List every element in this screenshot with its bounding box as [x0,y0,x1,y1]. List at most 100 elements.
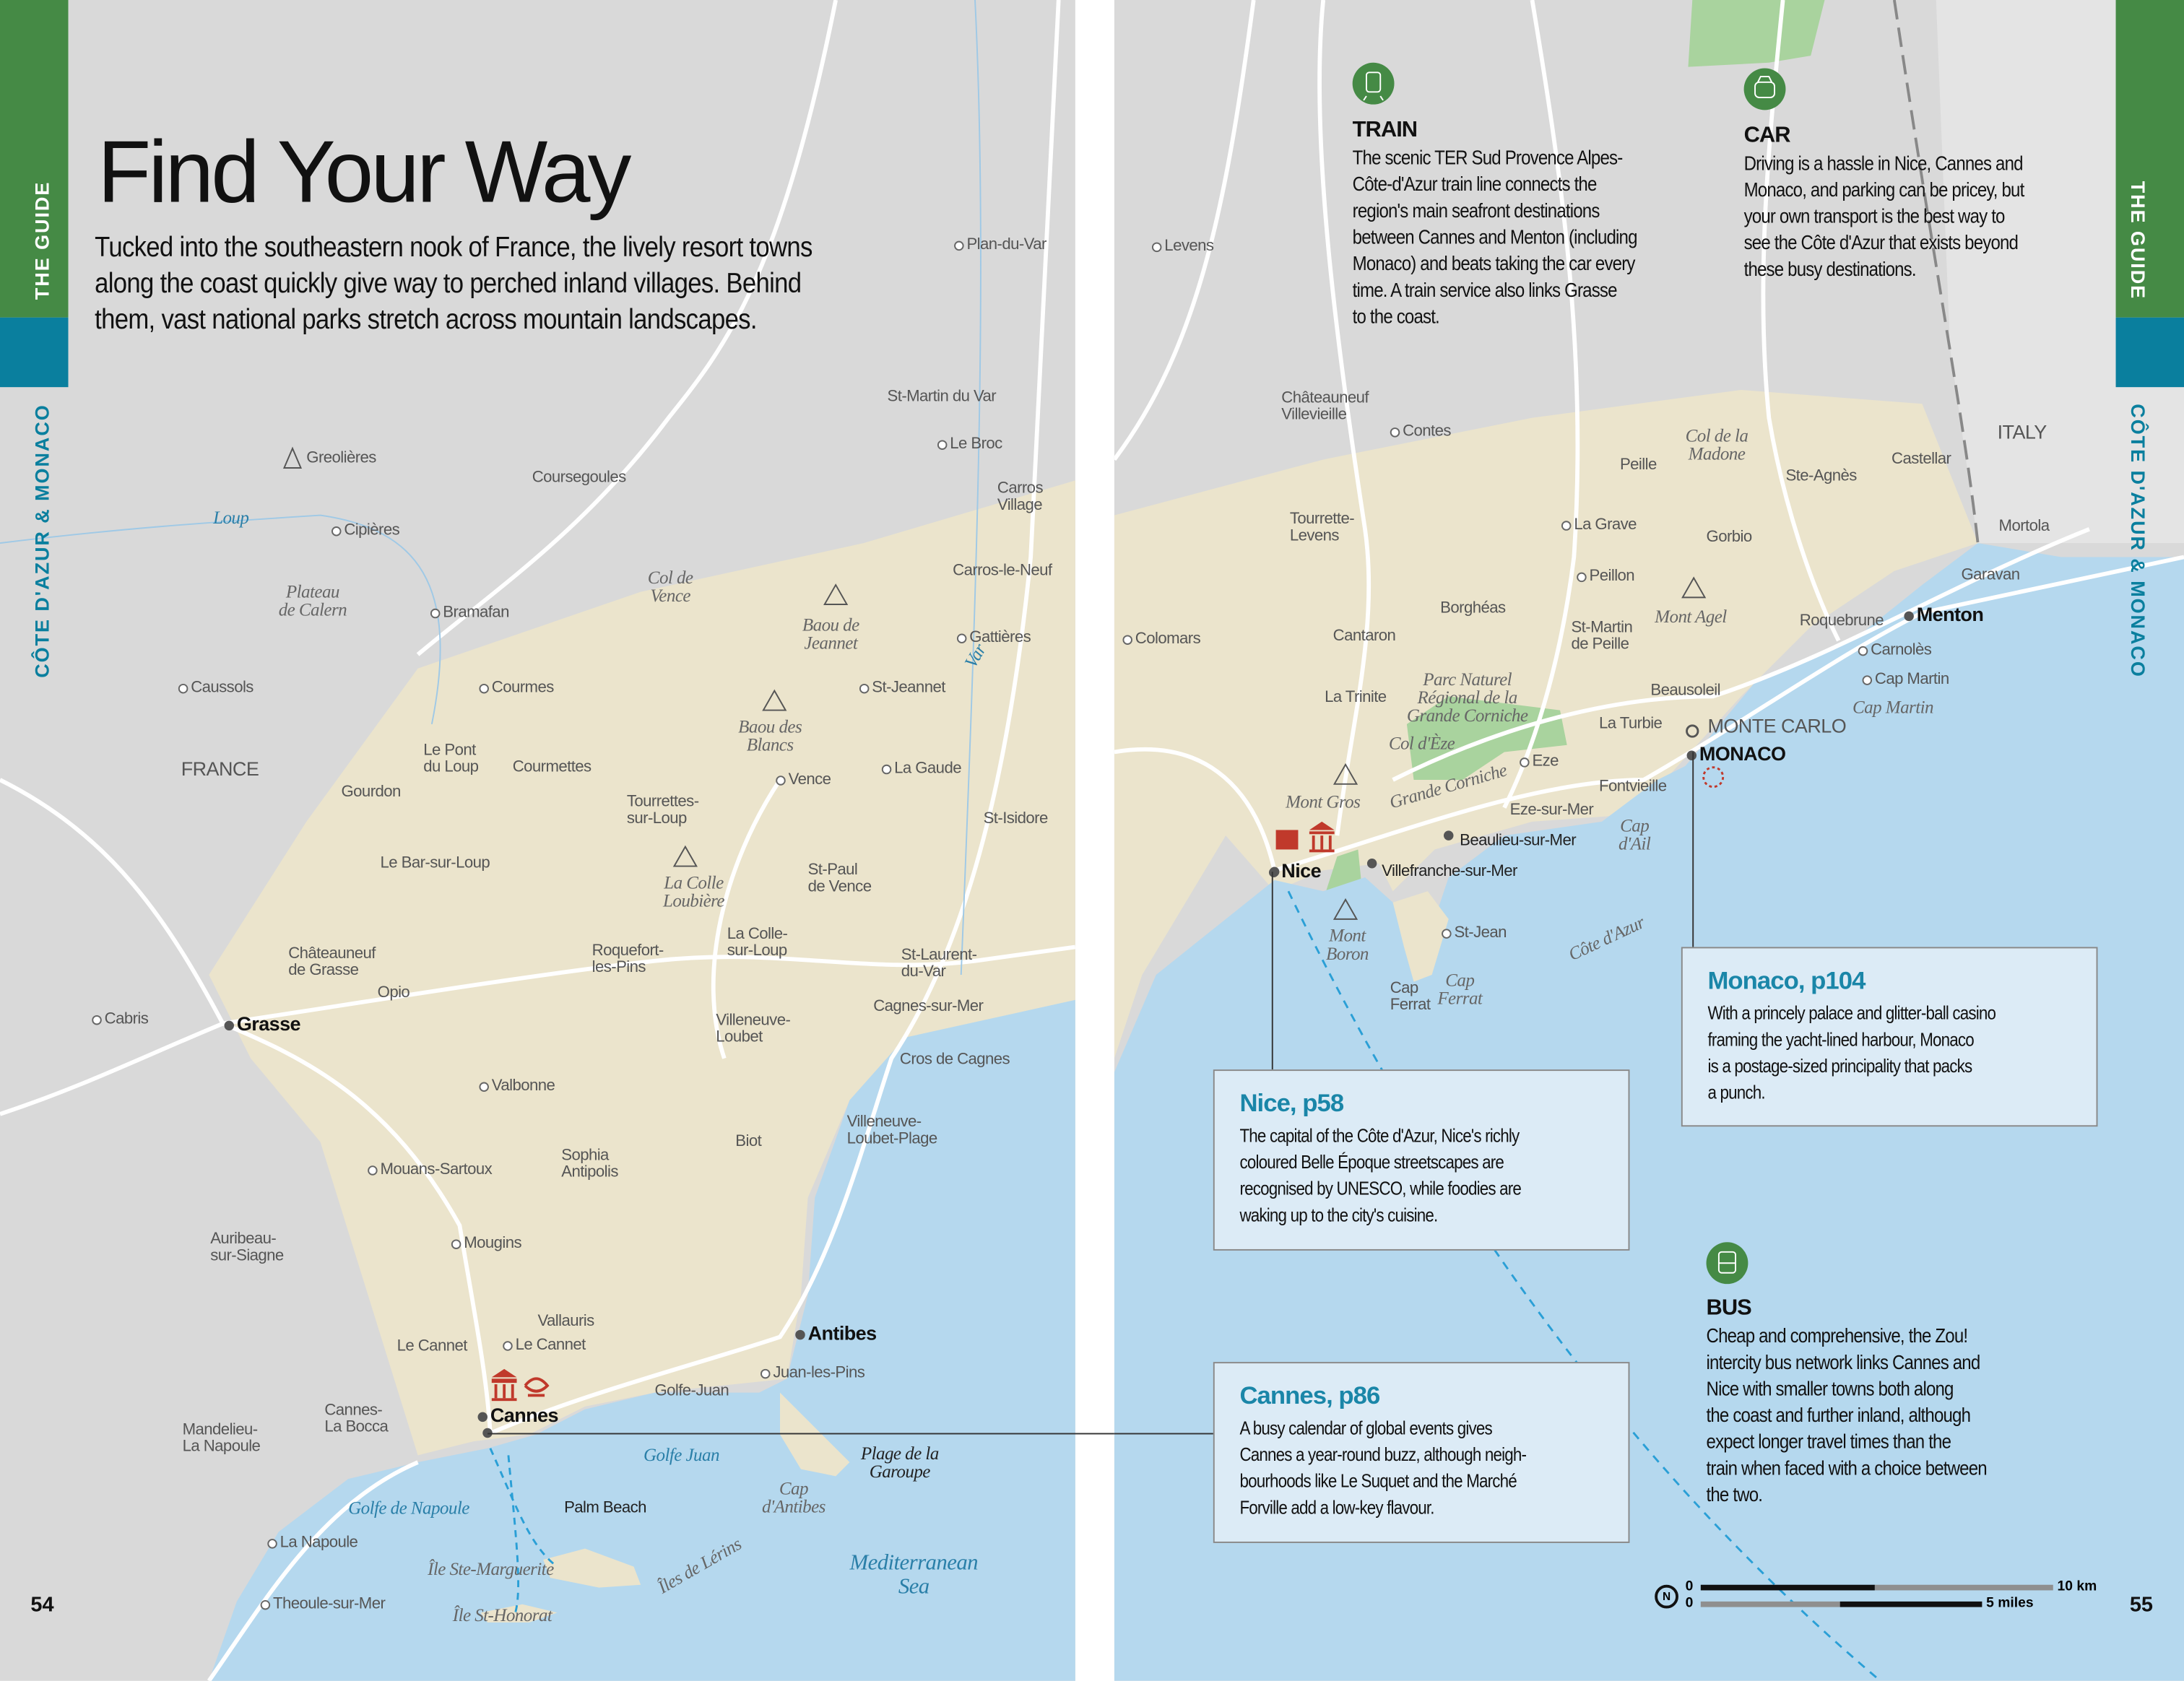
map-place-label: Coursegoules [532,469,627,487]
map-place-label: Borghéas [1440,600,1506,617]
map-place-label: La Turbie [1599,716,1663,733]
text-line: is a postage-sized principality that pac… [1707,1055,1972,1077]
map-place-label: Peillon [1576,568,1635,586]
section-tab-teal [0,317,69,388]
border-line [1892,0,1980,544]
text-line: Cheap and comprehensive, the Zou! [1706,1326,1969,1348]
map-feature-label: Mont Boron [1326,924,1369,964]
text-line: Driving is a hassle in Nice, Cannes and [1743,153,2024,176]
ferry-route [1287,890,1881,1681]
map-place-label: Carnolès [1858,642,1932,659]
map-place-label: Le Broc [937,435,1002,453]
section-tab-green[interactable] [2115,0,2184,318]
map-place-label: Cannes- La Bocca [324,1402,389,1436]
text-line: Forville add a low-key flavour. [1239,1497,1434,1519]
bus-heading: BUS [1706,1296,1752,1321]
map-place-label: Menton [1904,603,1984,625]
cannes-callout-title[interactable]: Cannes, p86 [1239,1381,1380,1409]
map-place-label: Le Cannet [503,1337,586,1354]
map-place-label: Cap Martin [1862,671,1949,688]
text-line: your own transport is the best way to [1743,206,2006,229]
bus-section: BUS Cheap and comprehensive, the Zou! int… [1707,1295,2083,1510]
text-line: bourhoods like Le Suquet and the Marché [1239,1470,1517,1492]
map-place-label: Plan-du-Var [954,236,1046,254]
text-line: framing the yacht-lined harbour, Monaco [1707,1029,1974,1051]
text-line: A busy calendar of global events gives [1239,1417,1492,1439]
monaco-callout-title[interactable]: Monaco, p104 [1707,966,1866,995]
scale-mi-zero: 0 [1685,1596,1694,1612]
map-place-label: Roquebrune [1799,612,1884,630]
text-line: Côte-d'Azur train line connects the [1352,174,1598,196]
map-place-label: La Colle- sur-Loup [727,926,788,960]
map-place-label: Cabris [92,1011,149,1028]
map-feature-label: Cap d'Ail [1618,815,1651,854]
map-place-label: Gourdon [341,783,402,801]
map-place-label: Nice [1268,859,1322,882]
nice-callout[interactable]: Nice, p58 The capital of the Côte d'Azur… [1213,1069,1630,1251]
text-line: coloured Belle Époque streetscapes are [1239,1151,1504,1173]
cannes-callout[interactable]: Cannes, p86 A busy calendar of global ev… [1213,1362,1630,1543]
section-tab-teal [2115,317,2184,388]
ferry-routes [489,1448,558,1613]
page-number: 55 [2129,1593,2154,1617]
map-place-label: Cagnes-sur-Mer [873,998,984,1015]
peak-icons [1332,576,1707,920]
cannes-dot [482,1428,493,1438]
map-feature-label: Mediterranean Sea [849,1551,979,1599]
map-place-label: Roquefort- les-Pins [592,942,664,976]
map-feature-label: Col de Vence [647,566,693,606]
map-place-label: Opio [377,984,410,1002]
map-place-label: Châteauneuf de Grasse [288,945,376,979]
scale-bar: N 0 0 10 km 5 miles [1655,1576,2100,1618]
map-place-label: Theoule-sur-Mer [260,1596,386,1613]
palace-icon [1275,830,1299,850]
sea [209,999,1075,1681]
map-place-label: Gattières [956,629,1031,646]
cap-ferrat [1392,891,1449,982]
map-place-label: Gorbio [1706,529,1753,547]
text-line: Monaco) and beats taking the car every [1352,253,1636,276]
map-place-label: Sophia Antipolis [561,1147,618,1181]
map-feature-label: Mont Agel [1655,605,1727,627]
intro-line: Tucked into the southeastern nook of Fra… [95,233,812,264]
map-place-label: Palm Beach [564,1500,646,1517]
train-heading: TRAIN [1352,118,1418,142]
map-place-label: Beausoleil [1650,682,1720,700]
text-line: these busy destinations. [1743,259,1917,282]
map-place-label: St-Jeannet [859,679,945,697]
map-place-label: Courmes [479,679,554,697]
map-place-label: Tourrettes- sur-Loup [626,794,699,828]
map-place-label: Mandelieu- La Napoule [182,1422,261,1456]
map-place-label: Juan-les-Pins [760,1365,865,1382]
map-place-label: Cros de Cagnes [899,1051,1010,1069]
map-feature-label: Cap d'Antibes [761,1477,826,1517]
roads [1114,0,2184,873]
map-feature-label: Baou de Jeannet [802,614,859,653]
map-place-label: Eze [1520,753,1559,770]
festival-icon [524,1377,550,1397]
map-place-label: Garavan [1961,566,2020,584]
map-feature-label: Île St-Honorat [452,1604,552,1625]
section-label: CÔTE D'AZUR & MONACO [30,404,53,678]
nice-callout-title[interactable]: Nice, p58 [1239,1089,1344,1117]
map-feature-label: Golfe Juan [644,1443,720,1465]
section-label: CÔTE D'AZUR & MONACO [2126,404,2149,678]
scale-miles-label: 5 miles [1986,1596,2034,1612]
museum-icon [1309,821,1335,853]
map-place-label: Grasse [224,1012,301,1035]
north-arrow-icon: N [1655,1584,1678,1609]
map-place-label: Peille [1619,456,1657,474]
section-tab-green[interactable] [0,0,69,318]
map-place-label: MONTE CARLO [1707,714,1847,737]
map-place-label: Golfe-Juan [654,1383,729,1400]
map-place-label: Le Pont du Loup [423,742,479,776]
green-area-top [1688,0,1825,67]
tab-label: THE GUIDE [2126,181,2149,300]
car-heading: CAR [1743,123,1791,148]
monaco-callout[interactable]: Monaco, p104 With a princely palace and … [1681,947,2098,1127]
text-line: train when faced with a choice between [1706,1458,1988,1481]
train-icon [1352,62,1395,105]
map-place-label: Beaulieu-sur-Mer [1460,833,1577,850]
north-label: N [1662,1590,1671,1603]
ile-st-honorat [480,1604,558,1623]
